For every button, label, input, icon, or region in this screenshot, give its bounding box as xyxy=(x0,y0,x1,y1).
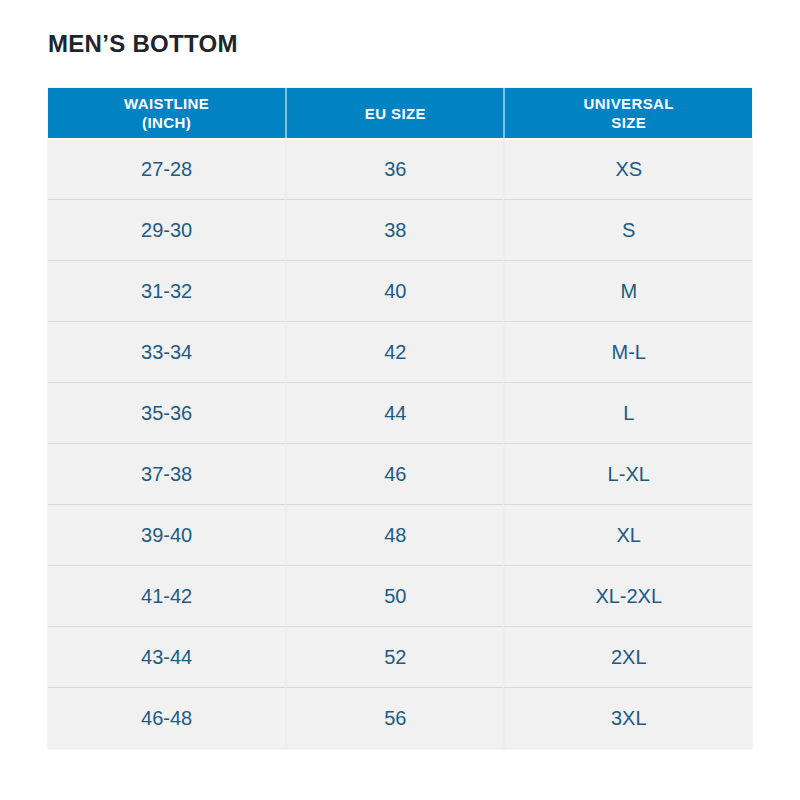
cell-universal-size: M xyxy=(503,260,752,321)
cell-eu-size: 48 xyxy=(285,504,503,565)
cell-universal-size: M-L xyxy=(503,321,752,382)
table-row: 39-40 48 XL xyxy=(48,504,752,565)
cell-universal-size: L-XL xyxy=(503,443,752,504)
cell-universal-size: 2XL xyxy=(503,626,752,687)
cell-waistline: 33-34 xyxy=(48,321,285,382)
cell-eu-size: 52 xyxy=(285,626,503,687)
cell-eu-size: 38 xyxy=(285,199,503,260)
table-row: 27-28 36 XS xyxy=(48,138,752,199)
cell-waistline: 43-44 xyxy=(48,626,285,687)
column-header-waistline: WAISTLINE (INCH) xyxy=(48,88,285,138)
table-header-row: WAISTLINE (INCH) EU SIZE UNIVERSAL SIZE xyxy=(48,88,752,138)
table-row: 41-42 50 XL-2XL xyxy=(48,565,752,626)
cell-eu-size: 44 xyxy=(285,382,503,443)
size-chart-table: WAISTLINE (INCH) EU SIZE UNIVERSAL SIZE … xyxy=(48,88,752,748)
cell-waistline: 29-30 xyxy=(48,199,285,260)
cell-universal-size: XS xyxy=(503,138,752,199)
cell-waistline: 31-32 xyxy=(48,260,285,321)
table-row: 31-32 40 M xyxy=(48,260,752,321)
cell-eu-size: 46 xyxy=(285,443,503,504)
table-row: 43-44 52 2XL xyxy=(48,626,752,687)
table-row: 46-48 56 3XL xyxy=(48,687,752,748)
cell-waistline: 35-36 xyxy=(48,382,285,443)
cell-eu-size: 40 xyxy=(285,260,503,321)
cell-eu-size: 36 xyxy=(285,138,503,199)
table-row: 35-36 44 L xyxy=(48,382,752,443)
column-header-eu-size: EU SIZE xyxy=(285,88,503,138)
cell-universal-size: 3XL xyxy=(503,687,752,748)
table-row: 37-38 46 L-XL xyxy=(48,443,752,504)
column-header-universal-size: UNIVERSAL SIZE xyxy=(503,88,752,138)
cell-universal-size: S xyxy=(503,199,752,260)
cell-waistline: 39-40 xyxy=(48,504,285,565)
cell-waistline: 37-38 xyxy=(48,443,285,504)
cell-eu-size: 56 xyxy=(285,687,503,748)
page: MEN’S BOTTOM WAISTLINE (INCH) EU SIZE UN… xyxy=(0,0,800,800)
page-title: MEN’S BOTTOM xyxy=(48,31,752,57)
table-row: 29-30 38 S xyxy=(48,199,752,260)
table-row: 33-34 42 M-L xyxy=(48,321,752,382)
cell-universal-size: L xyxy=(503,382,752,443)
cell-universal-size: XL xyxy=(503,504,752,565)
cell-universal-size: XL-2XL xyxy=(503,565,752,626)
cell-waistline: 41-42 xyxy=(48,565,285,626)
cell-eu-size: 50 xyxy=(285,565,503,626)
cell-waistline: 27-28 xyxy=(48,138,285,199)
cell-eu-size: 42 xyxy=(285,321,503,382)
cell-waistline: 46-48 xyxy=(48,687,285,748)
